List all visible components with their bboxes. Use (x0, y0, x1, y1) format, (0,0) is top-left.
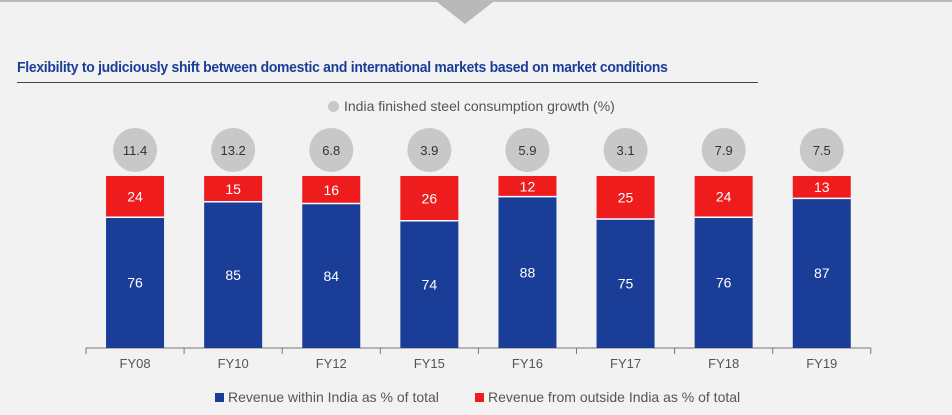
x-tick-label: FY18 (708, 356, 739, 371)
bar-domestic (596, 219, 655, 348)
bar-international (302, 176, 361, 204)
x-tick-label: FY12 (316, 356, 347, 371)
bar-domestic (498, 196, 557, 348)
growth-label: 3.9 (420, 143, 438, 158)
data-label-international: 16 (323, 182, 339, 198)
data-label-international: 13 (814, 179, 830, 195)
growth-bubble (211, 128, 256, 172)
legend-label-international: Revenue from outside India as % of total (488, 389, 741, 405)
growth-label: 5.9 (518, 143, 536, 158)
top-divider (0, 0, 952, 2)
data-label-domestic: 74 (422, 276, 438, 292)
x-tick-label: FY10 (218, 356, 249, 371)
chart-title: Flexibility to judiciously shift between… (17, 59, 668, 76)
growth-bubble (701, 128, 746, 172)
growth-label: 11.4 (123, 143, 147, 158)
bar-domestic (792, 198, 851, 348)
x-tick-label: FY19 (806, 356, 837, 371)
growth-label: 13.2 (220, 143, 245, 158)
bar-international (694, 176, 753, 218)
bar-domestic (204, 201, 263, 348)
legend-swatch-red-icon (475, 392, 484, 402)
bar-domestic (400, 220, 459, 348)
growth-label: 7.5 (813, 143, 831, 158)
bar-international (400, 176, 459, 221)
bar-domestic (106, 217, 165, 348)
growth-bubble (407, 128, 452, 172)
x-tick-label: FY16 (512, 356, 543, 371)
data-label-domestic: 88 (520, 264, 536, 280)
bar-international (792, 176, 851, 199)
data-label-domestic: 75 (618, 276, 634, 292)
growth-bubble (113, 128, 158, 172)
growth-label: 7.9 (715, 143, 733, 158)
bar-domestic (694, 217, 753, 348)
x-tick-label: FY17 (610, 356, 641, 371)
data-label-domestic: 76 (127, 275, 143, 291)
growth-bubble (505, 128, 550, 172)
data-label-international: 24 (127, 189, 143, 205)
growth-bubble (799, 128, 844, 172)
legend-swatch-blue-icon (215, 392, 224, 402)
x-tick-label: FY15 (414, 356, 445, 371)
growth-legend: India finished steel consumption growth … (328, 98, 615, 114)
legend-item-domestic: Revenue within India as % of total (215, 389, 439, 405)
data-label-international: 25 (618, 190, 634, 206)
data-label-international: 12 (520, 178, 536, 194)
growth-legend-label: India finished steel consumption growth … (344, 98, 615, 114)
bar-domestic (302, 203, 361, 348)
bar-international (204, 176, 263, 202)
legend-item-international: Revenue from outside India as % of total (475, 389, 740, 405)
bar-international (596, 176, 655, 219)
data-label-domestic: 87 (814, 265, 830, 281)
data-label-international: 26 (422, 190, 438, 206)
legend-label-domestic: Revenue within India as % of total (228, 389, 439, 405)
data-label-domestic: 84 (323, 268, 339, 284)
bar-international (498, 176, 557, 197)
title-underline (17, 82, 758, 83)
data-label-international: 15 (225, 181, 241, 197)
growth-bubble (603, 128, 648, 172)
data-label-domestic: 76 (716, 275, 732, 291)
data-label-domestic: 85 (225, 267, 241, 283)
data-label-international: 24 (716, 189, 732, 205)
growth-label: 6.8 (322, 143, 340, 158)
growth-label: 3.1 (617, 143, 635, 158)
bar-international (106, 176, 165, 218)
growth-bubble (309, 128, 354, 172)
x-tick-label: FY08 (120, 356, 151, 371)
growth-legend-dot-icon (328, 100, 339, 112)
section-notch-icon (437, 2, 493, 24)
